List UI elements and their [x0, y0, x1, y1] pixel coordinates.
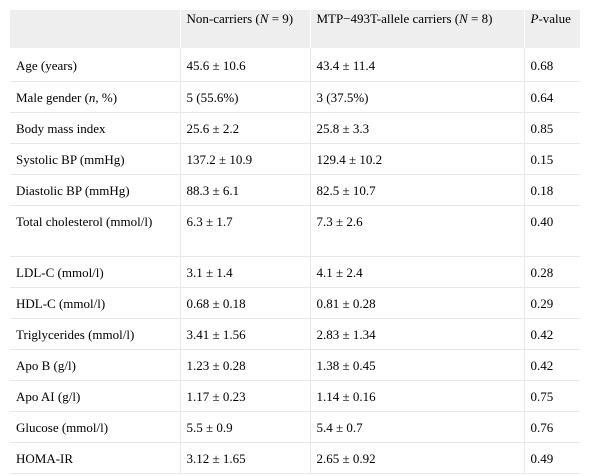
row-label: HDL-C (mmol/l) — [10, 287, 181, 319]
p-value: 0.15 — [524, 143, 580, 175]
noncarriers-value: 137.2 ± 10.9 — [180, 143, 311, 175]
noncarriers-value: 0.68 ± 0.18 — [180, 287, 311, 319]
table-row: Apo AI (g/l) 1.17 ± 0.23 1.14 ± 0.16 0.7… — [10, 380, 580, 412]
p-value: 0.49 — [524, 442, 580, 474]
carriers-value: 2.65 ± 0.92 — [310, 442, 525, 474]
table-row: LDL-C (mmol/l) 3.1 ± 1.4 4.1 ± 2.4 0.28 — [10, 256, 580, 288]
p-value: 0.85 — [524, 112, 580, 144]
noncarriers-value: 3.12 ± 1.65 — [180, 442, 311, 474]
carriers-value: 1.14 ± 0.16 — [310, 380, 525, 412]
noncarriers-value: 5 (55.6%) — [180, 81, 311, 113]
comparison-table: Non-carriers (N = 9) MTP−493T-allele car… — [10, 10, 580, 474]
p-value: 0.40 — [524, 205, 580, 257]
row-label: HOMA-IR — [10, 442, 181, 474]
carriers-value: 1.38 ± 0.45 — [310, 349, 525, 381]
table-row: Male gender (n, %) 5 (55.6%) 3 (37.5%) 0… — [10, 81, 580, 113]
carriers-value: 3 (37.5%) — [310, 81, 525, 113]
row-label: Age (years) — [10, 48, 181, 82]
table-row: Age (years) 45.6 ± 10.6 43.4 ± 11.4 0.68 — [10, 48, 580, 82]
table-row: Apo B (g/l) 1.23 ± 0.28 1.38 ± 0.45 0.42 — [10, 349, 580, 381]
row-label: LDL-C (mmol/l) — [10, 256, 181, 288]
table-row: HOMA-IR 3.12 ± 1.65 2.65 ± 0.92 0.49 — [10, 442, 580, 474]
carriers-value: 43.4 ± 11.4 — [310, 48, 525, 82]
p-value: 0.75 — [524, 380, 580, 412]
noncarriers-value: 1.23 ± 0.28 — [180, 349, 311, 381]
p-value: 0.76 — [524, 411, 580, 443]
noncarriers-value: 1.17 ± 0.23 — [180, 380, 311, 412]
row-label: Apo B (g/l) — [10, 349, 181, 381]
carriers-value: 7.3 ± 2.6 — [310, 205, 525, 257]
row-label: Male gender (n, %) — [10, 81, 181, 113]
noncarriers-value: 3.41 ± 1.56 — [180, 318, 311, 350]
p-value: 0.29 — [524, 287, 580, 319]
row-label: Diastolic BP (mmHg) — [10, 174, 181, 206]
carriers-value: 2.83 ± 1.34 — [310, 318, 525, 350]
table-header: Non-carriers (N = 9) MTP−493T-allele car… — [10, 10, 580, 48]
row-label: Apo AI (g/l) — [10, 380, 181, 412]
p-value: 0.42 — [524, 349, 580, 381]
table-body: Age (years) 45.6 ± 10.6 43.4 ± 11.4 0.68… — [10, 48, 580, 474]
header-noncarriers: Non-carriers (N = 9) — [180, 10, 311, 48]
carriers-value: 82.5 ± 10.7 — [310, 174, 525, 206]
noncarriers-value: 3.1 ± 1.4 — [180, 256, 311, 288]
noncarriers-value: 25.6 ± 2.2 — [180, 112, 311, 144]
p-value: 0.18 — [524, 174, 580, 206]
table-row: Diastolic BP (mmHg) 88.3 ± 6.1 82.5 ± 10… — [10, 174, 580, 206]
table-row: Glucose (mmol/l) 5.5 ± 0.9 5.4 ± 0.7 0.7… — [10, 411, 580, 443]
header-row: Non-carriers (N = 9) MTP−493T-allele car… — [10, 10, 580, 48]
table-row: Systolic BP (mmHg) 137.2 ± 10.9 129.4 ± … — [10, 143, 580, 175]
noncarriers-value: 45.6 ± 10.6 — [180, 48, 311, 82]
row-label: Systolic BP (mmHg) — [10, 143, 181, 175]
table-row: HDL-C (mmol/l) 0.68 ± 0.18 0.81 ± 0.28 0… — [10, 287, 580, 319]
row-label: Triglycerides (mmol/l) — [10, 318, 181, 350]
p-value: 0.64 — [524, 81, 580, 113]
carriers-value: 25.8 ± 3.3 — [310, 112, 525, 144]
header-p-value: P-value — [530, 11, 571, 26]
carriers-value: 5.4 ± 0.7 — [310, 411, 525, 443]
noncarriers-value: 5.5 ± 0.9 — [180, 411, 311, 443]
header-label-column — [10, 10, 181, 48]
carriers-value: 129.4 ± 10.2 — [310, 143, 525, 175]
p-value: 0.28 — [524, 256, 580, 288]
noncarriers-value: 6.3 ± 1.7 — [180, 205, 311, 257]
table-row: Triglycerides (mmol/l) 3.41 ± 1.56 2.83 … — [10, 318, 580, 350]
p-value: 0.42 — [524, 318, 580, 350]
row-label: Total cholesterol (mmol/l) — [10, 205, 181, 257]
row-label: Body mass index — [10, 112, 181, 144]
header-carriers: MTP−493T-allele carriers (N = 8) — [310, 10, 525, 48]
p-value: 0.68 — [524, 48, 580, 82]
table-row: Total cholesterol (mmol/l) 6.3 ± 1.7 7.3… — [10, 205, 580, 257]
row-label: Glucose (mmol/l) — [10, 411, 181, 443]
carriers-value: 4.1 ± 2.4 — [310, 256, 525, 288]
table-row: Body mass index 25.6 ± 2.2 25.8 ± 3.3 0.… — [10, 112, 580, 144]
carriers-value: 0.81 ± 0.28 — [310, 287, 525, 319]
noncarriers-value: 88.3 ± 6.1 — [180, 174, 311, 206]
comparison-table-container: Non-carriers (N = 9) MTP−493T-allele car… — [10, 10, 580, 474]
